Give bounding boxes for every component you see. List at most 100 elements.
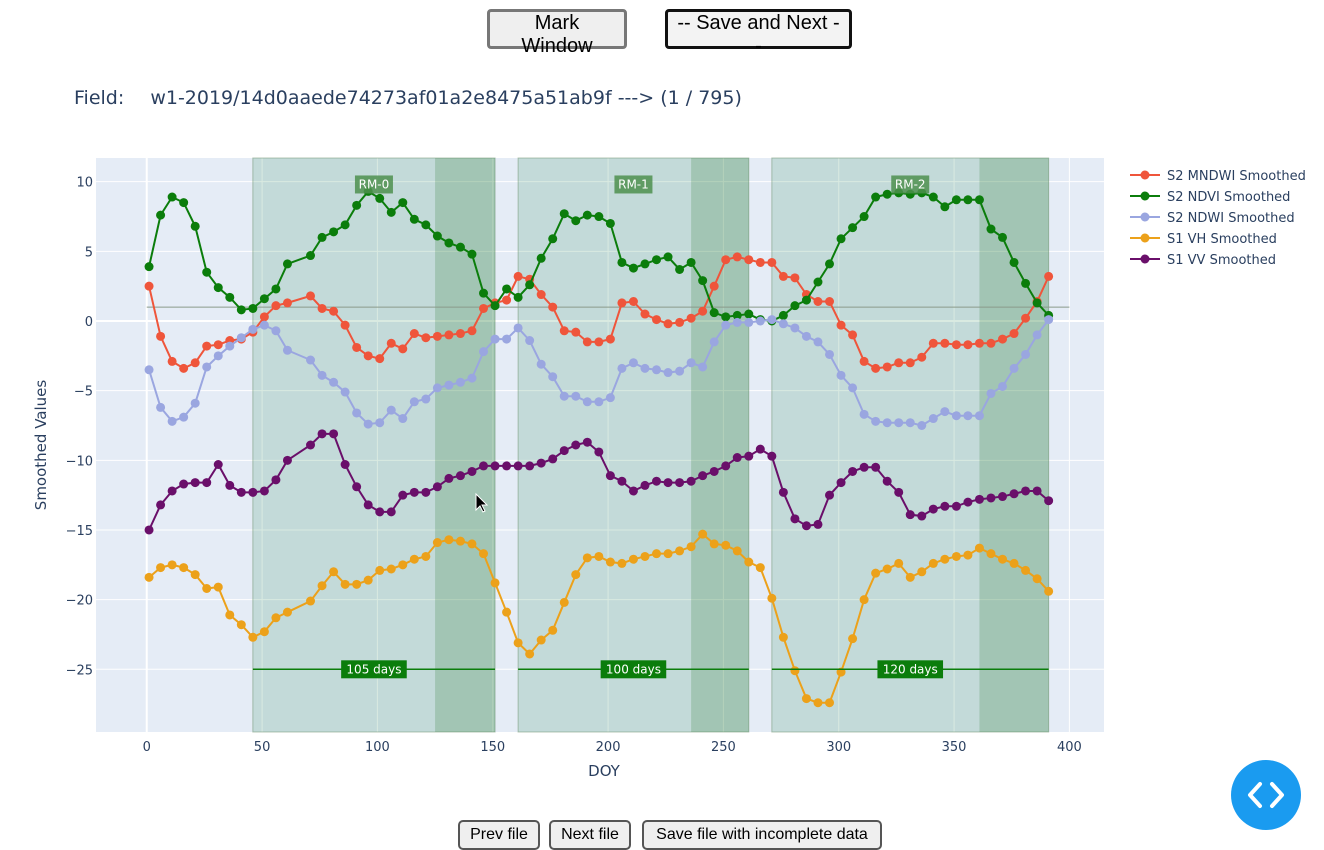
data-point	[190, 478, 200, 488]
data-point	[432, 231, 442, 241]
data-point	[444, 473, 454, 483]
data-point	[1009, 329, 1019, 339]
data-point	[490, 578, 500, 588]
save-and-next-button[interactable]: -- Save and Next --	[665, 9, 852, 57]
data-point	[340, 387, 350, 397]
data-point	[386, 564, 396, 574]
legend-item[interactable]: S2 NDWI Smoothed	[1130, 211, 1295, 226]
legend-item[interactable]: S2 NDVI Smoothed	[1130, 190, 1290, 205]
data-point	[871, 462, 881, 472]
data-point	[755, 444, 765, 454]
data-point	[329, 567, 339, 577]
data-point	[998, 381, 1008, 391]
data-point	[513, 271, 523, 281]
data-point	[363, 351, 373, 361]
data-point	[986, 549, 996, 559]
data-point	[213, 283, 223, 293]
data-point	[455, 536, 465, 546]
data-point	[721, 320, 731, 330]
data-point	[675, 546, 685, 556]
data-point	[409, 554, 419, 564]
data-point	[398, 490, 408, 500]
window-duration-label: 105 days	[346, 662, 401, 676]
data-point	[167, 560, 177, 570]
data-point	[698, 276, 708, 286]
data-point	[536, 359, 546, 369]
data-point	[813, 337, 823, 347]
data-point	[375, 507, 385, 517]
data-point	[778, 310, 788, 320]
legend-label: S1 VV Smoothed	[1167, 253, 1276, 268]
data-point	[559, 446, 569, 456]
data-point	[744, 309, 754, 319]
data-point	[525, 336, 535, 346]
data-point	[490, 301, 500, 311]
data-point	[236, 620, 246, 630]
data-point	[778, 487, 788, 497]
data-point	[156, 331, 166, 341]
field-arrow: --->	[617, 87, 655, 109]
data-point	[582, 210, 592, 220]
data-point	[721, 312, 731, 322]
data-point	[202, 478, 212, 488]
data-point	[548, 625, 558, 635]
data-point	[928, 504, 938, 514]
save-incomplete-button[interactable]: Save file with incomplete data	[642, 820, 882, 850]
plot-background	[96, 158, 1104, 732]
data-point	[974, 543, 984, 553]
data-point	[905, 572, 915, 582]
data-point	[744, 255, 754, 265]
data-point	[801, 694, 811, 704]
data-point	[282, 455, 292, 465]
data-point	[675, 317, 685, 327]
mark-window-button[interactable]: Mark Window	[487, 9, 627, 57]
data-point	[548, 302, 558, 312]
data-point	[721, 255, 731, 265]
data-point	[951, 411, 961, 421]
data-point	[225, 480, 235, 490]
data-point	[409, 397, 419, 407]
data-point	[317, 303, 327, 313]
data-point	[352, 200, 362, 210]
data-point	[1021, 486, 1031, 496]
data-point	[917, 567, 927, 577]
data-point	[329, 306, 339, 316]
data-point	[444, 238, 454, 248]
data-point	[398, 560, 408, 570]
data-point	[259, 486, 269, 496]
code-toggle-button[interactable]	[1231, 760, 1301, 830]
data-point	[801, 295, 811, 305]
data-point	[848, 466, 858, 476]
data-point	[859, 356, 869, 366]
legend-label: S2 NDWI Smoothed	[1167, 211, 1295, 226]
data-point	[502, 461, 512, 471]
data-point	[375, 354, 385, 364]
data-point	[306, 355, 316, 365]
data-point	[732, 310, 742, 320]
legend-item[interactable]: S1 VV Smoothed	[1130, 253, 1276, 268]
data-point	[479, 303, 489, 313]
series-2	[144, 315, 1054, 430]
data-point	[859, 212, 869, 222]
data-point	[144, 262, 154, 272]
legend-item[interactable]: S1 VH Smoothed	[1130, 232, 1277, 247]
data-point	[144, 281, 154, 291]
data-point	[755, 563, 765, 573]
data-point	[559, 597, 569, 607]
data-point	[974, 195, 984, 205]
data-point	[790, 323, 800, 333]
prev-file-button[interactable]: Prev file	[458, 820, 540, 850]
y-tick-label: −25	[66, 663, 93, 678]
data-point	[190, 358, 200, 368]
data-point	[271, 301, 281, 311]
data-point	[156, 402, 166, 412]
window-duration-label: 120 days	[883, 662, 938, 676]
data-point	[871, 363, 881, 373]
next-file-button[interactable]: Next file	[549, 820, 631, 850]
y-axis-title: Smoothed Values	[32, 380, 50, 511]
legend-item[interactable]: S2 MNDWI Smoothed	[1130, 169, 1306, 184]
data-point	[813, 277, 823, 287]
legend-marker	[1140, 254, 1150, 264]
data-point	[790, 514, 800, 524]
